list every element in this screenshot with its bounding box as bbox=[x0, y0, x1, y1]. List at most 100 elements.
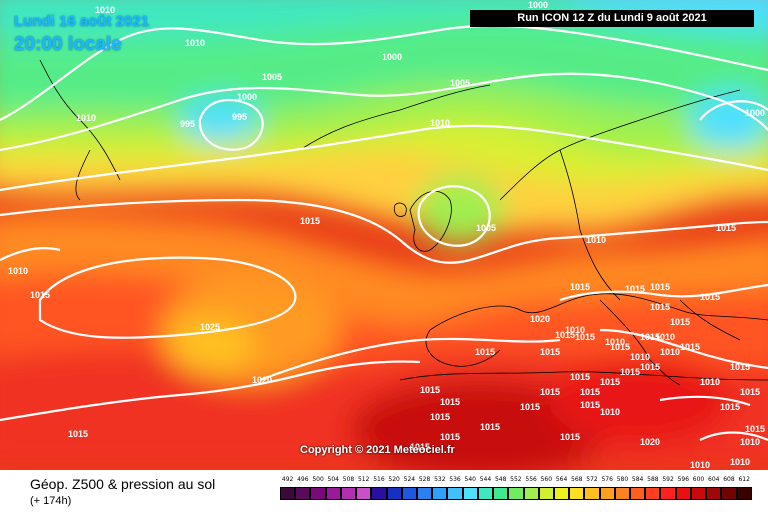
isobar-label: 995 bbox=[180, 119, 195, 129]
color-legend: 492 496 500 504 508 512 516 520 524 528 532 536 540 5… bbox=[280, 476, 752, 504]
isobar-label: 1015 bbox=[716, 223, 736, 233]
isobar-label: 1015 bbox=[420, 385, 440, 395]
legend-tick: 564 bbox=[555, 476, 568, 483]
legend-tick: 588 bbox=[647, 476, 659, 483]
geopotential-field bbox=[0, 0, 768, 470]
legend-tick: 500 bbox=[312, 476, 324, 483]
legend-tick: 552 bbox=[510, 476, 522, 483]
isobar-label: 1000 bbox=[745, 108, 765, 118]
legend-tick: 608 bbox=[723, 476, 735, 483]
isobar-label: 1015 bbox=[730, 362, 750, 372]
isobar-label: 1015 bbox=[700, 292, 720, 302]
isobar-label: 1010 bbox=[700, 377, 720, 387]
legend-swatch bbox=[508, 487, 524, 500]
legend-swatch bbox=[432, 487, 448, 500]
isobar-label: 1015 bbox=[555, 330, 575, 340]
footer-bar: Géop. Z500 & pression au sol (+ 174h) 49… bbox=[0, 470, 768, 512]
copyright-text: Copyright © 2021 Meteociel.fr bbox=[300, 444, 455, 456]
isobar-label: 1015 bbox=[540, 387, 560, 397]
isobar-label: 1020 bbox=[252, 375, 272, 385]
isobar-label: 1015 bbox=[480, 422, 500, 432]
isobar-label: 1010 bbox=[76, 113, 96, 123]
legend-tick: 492 bbox=[281, 476, 294, 483]
isobar-label: 1010 bbox=[185, 38, 205, 48]
legend-tick: 556 bbox=[525, 476, 537, 483]
isobar-label: 1015 bbox=[600, 377, 620, 387]
isobar-label: 1010 bbox=[690, 460, 710, 470]
forecast-time: 20:00 locale bbox=[14, 34, 122, 55]
legend-swatch bbox=[706, 487, 722, 500]
isobar-label: 1010 bbox=[8, 266, 28, 276]
isobar-label: 1015 bbox=[650, 282, 670, 292]
legend-swatch bbox=[675, 487, 691, 500]
weather-map: 1010100510009959951000101010101005101010… bbox=[0, 0, 768, 470]
legend-swatch bbox=[538, 487, 554, 500]
legend-tick: 572 bbox=[586, 476, 598, 483]
legend-tick: 544 bbox=[479, 476, 492, 483]
legend-swatch bbox=[690, 487, 707, 500]
legend-tick: 560 bbox=[540, 476, 553, 483]
coastlines bbox=[39, 59, 768, 386]
isobar-label: 1015 bbox=[520, 402, 540, 412]
legend-tick: 536 bbox=[449, 476, 461, 483]
isobar-label: 1000 bbox=[528, 0, 548, 10]
legend-tick: 584 bbox=[631, 476, 644, 483]
forecast-date: Lundi 16 août 2021 bbox=[14, 13, 150, 30]
isobar-label: 1010 bbox=[430, 118, 450, 128]
isobar-label: 1015 bbox=[670, 317, 690, 327]
isobar-label: 1015 bbox=[475, 347, 495, 357]
isobar-label: 1010 bbox=[630, 352, 650, 362]
isobar-label: 1010 bbox=[660, 347, 680, 357]
legend-tick: 612 bbox=[738, 476, 750, 483]
legend-swatch bbox=[401, 487, 417, 500]
legend-swatch bbox=[630, 487, 646, 500]
legend-swatch bbox=[295, 487, 311, 500]
legend-swatch bbox=[523, 487, 539, 500]
legend-tick: 540 bbox=[464, 476, 476, 483]
legend-tick: 568 bbox=[571, 476, 583, 483]
isobar-label: 1015 bbox=[30, 290, 50, 300]
legend-swatches bbox=[280, 487, 752, 500]
legend-tick: 516 bbox=[373, 476, 385, 483]
legend-tick: 504 bbox=[327, 476, 339, 483]
isobar-label: 1000 bbox=[382, 52, 402, 62]
isobar-label: 1005 bbox=[450, 78, 470, 88]
legend-tick: 528 bbox=[418, 476, 431, 483]
isobar-label: 1015 bbox=[540, 347, 560, 357]
isobar-label: 1015 bbox=[620, 367, 640, 377]
isobar-label: 1015 bbox=[640, 332, 660, 342]
legend-tick: 496 bbox=[297, 476, 309, 483]
isobars bbox=[0, 24, 768, 442]
isobar-label: 1010 bbox=[730, 457, 750, 467]
isobar-label: 1015 bbox=[625, 284, 645, 294]
legend-swatch bbox=[569, 487, 585, 500]
isobar-label: 1015 bbox=[745, 424, 765, 434]
isobar-label: 1010 bbox=[586, 235, 606, 245]
isobar-label: 1015 bbox=[440, 397, 460, 407]
legend-tick: 600 bbox=[692, 476, 705, 483]
legend-swatch bbox=[721, 487, 737, 500]
isobar-label: 1015 bbox=[560, 432, 580, 442]
isobar-label: 1015 bbox=[410, 442, 430, 452]
legend-swatch bbox=[325, 487, 341, 500]
isobar-label: 1015 bbox=[430, 412, 450, 422]
legend-swatch bbox=[386, 487, 402, 500]
isobar-label: 1005 bbox=[262, 72, 282, 82]
legend-swatch bbox=[493, 487, 509, 500]
isobar-label: 1015 bbox=[440, 432, 460, 442]
isobar-label: 1010 bbox=[655, 332, 675, 342]
isobar-label: 1015 bbox=[300, 216, 320, 226]
legend-swatch bbox=[736, 487, 752, 500]
legend-swatch bbox=[599, 487, 615, 500]
isobar-label: 1015 bbox=[740, 387, 760, 397]
legend-tick: 604 bbox=[708, 476, 720, 483]
legend-swatch bbox=[462, 487, 478, 500]
chart-title: Géop. Z500 & pression au sol bbox=[30, 476, 216, 492]
legend-swatch bbox=[310, 487, 326, 500]
legend-tick: 592 bbox=[662, 476, 674, 483]
isobar-label: 1010 bbox=[740, 437, 760, 447]
isobar-label: 1015 bbox=[580, 387, 600, 397]
legend-swatch bbox=[477, 487, 494, 500]
legend-swatch bbox=[371, 487, 387, 500]
isobar-label: 1010 bbox=[600, 407, 620, 417]
